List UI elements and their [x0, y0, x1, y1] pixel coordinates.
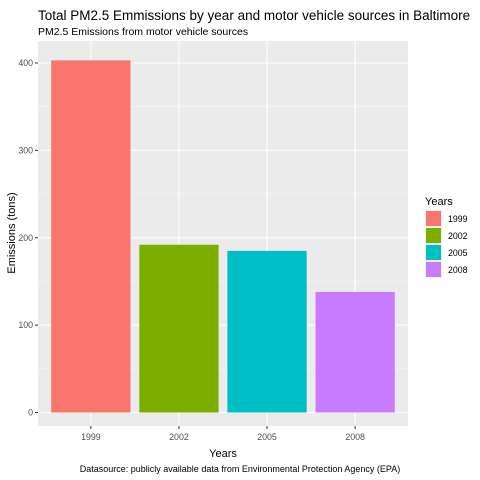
- legend-label: 2002: [448, 231, 468, 241]
- bar-2002: [139, 244, 219, 413]
- legend-swatch-2008: [426, 262, 441, 277]
- x-axis-label: Years: [209, 448, 237, 460]
- chart-caption: Datasource: publicly available data from…: [80, 464, 401, 474]
- legend-label: 2005: [448, 248, 468, 258]
- x-axis: 1999 2002 2005 2008: [81, 426, 365, 442]
- bar-2005: [227, 250, 307, 413]
- x-tick-label: 2008: [345, 432, 365, 442]
- legend: Years 1999 2002 2005 2008: [425, 196, 468, 278]
- legend-swatch-1999: [426, 211, 441, 226]
- bars: [51, 60, 395, 413]
- legend-swatch-2005: [426, 245, 441, 260]
- y-axis: 0 100 200 300 400: [18, 58, 38, 418]
- bar-2008: [315, 291, 395, 413]
- y-tick-label: 300: [18, 145, 33, 155]
- y-tick-label: 100: [18, 320, 33, 330]
- x-tick-label: 2002: [169, 432, 189, 442]
- legend-swatch-2002: [426, 228, 441, 243]
- y-tick-label: 0: [28, 408, 33, 418]
- y-axis-label: Emissions (tons): [6, 192, 18, 273]
- chart-title: Total PM2.5 Emmissions by year and motor…: [38, 8, 470, 23]
- bar-1999: [51, 60, 131, 413]
- y-tick-label: 400: [18, 58, 33, 68]
- legend-label: 1999: [448, 214, 468, 224]
- y-tick-label: 200: [18, 233, 33, 243]
- x-tick-label: 2005: [257, 432, 277, 442]
- legend-label: 2008: [448, 265, 468, 275]
- chart-subtitle: PM2.5 Emissions from motor vehicle sourc…: [38, 26, 248, 38]
- legend-title: Years: [425, 196, 453, 208]
- x-tick-label: 1999: [81, 432, 101, 442]
